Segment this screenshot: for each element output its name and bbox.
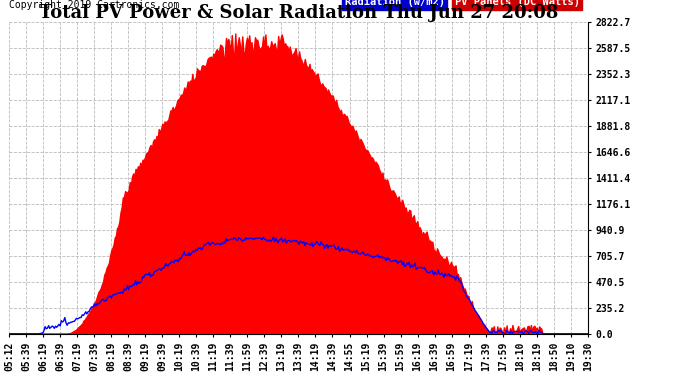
Text: PV Panels (DC Watts): PV Panels (DC Watts) [455,0,580,7]
Title: Total PV Power & Solar Radiation Thu Jun 27 20:08: Total PV Power & Solar Radiation Thu Jun… [39,4,558,22]
Text: Copyright 2019 Cartronics.com: Copyright 2019 Cartronics.com [9,0,179,10]
Text: Radiation (w/m2): Radiation (w/m2) [345,0,445,7]
